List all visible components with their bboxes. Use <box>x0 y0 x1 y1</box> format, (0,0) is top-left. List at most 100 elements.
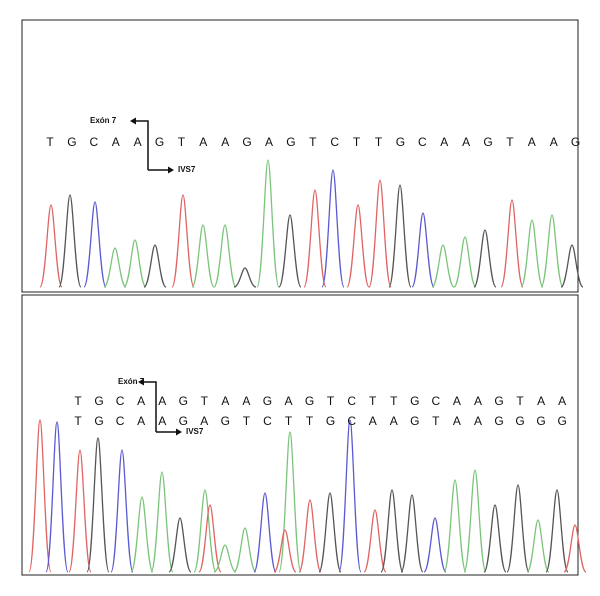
panel-frame <box>21 294 579 576</box>
base-letter: A <box>558 394 566 408</box>
base-letter: G <box>515 414 524 428</box>
trace-peak <box>453 236 477 288</box>
base-letter: A <box>137 414 145 428</box>
peaks-bottom <box>28 419 587 573</box>
base-letter: A <box>134 135 142 149</box>
base-letter: T <box>516 394 524 408</box>
base-letter: A <box>158 414 166 428</box>
trace-peak <box>278 431 302 573</box>
trace-peak <box>130 496 154 573</box>
base-letter: G <box>536 414 545 428</box>
base-letter: A <box>221 135 229 149</box>
trace-peak <box>423 517 447 573</box>
trace-peak <box>123 239 147 288</box>
base-letter: A <box>550 135 558 149</box>
trace-peak <box>86 437 110 573</box>
base-letter: T <box>243 414 251 428</box>
base-letter: A <box>137 394 145 408</box>
trace-peak <box>213 544 237 573</box>
trace-peak <box>368 179 392 288</box>
trace-peak <box>321 169 345 288</box>
trace-peak <box>500 199 524 288</box>
base-letter: G <box>242 135 251 149</box>
trace-peak <box>193 489 217 573</box>
trace-peak <box>191 224 215 288</box>
base-letter: A <box>474 414 482 428</box>
trace-peak <box>253 492 277 573</box>
base-letter: A <box>242 394 250 408</box>
base-letter: T <box>506 135 514 149</box>
trace-peak <box>563 524 587 573</box>
base-letter: A <box>528 135 536 149</box>
base-letter: T <box>74 394 82 408</box>
trace-peak <box>28 419 52 573</box>
base-letter: C <box>347 394 356 408</box>
trace-peak <box>213 224 237 288</box>
trace-peak <box>58 194 82 288</box>
base-letter: G <box>179 394 188 408</box>
trace-peak <box>278 214 302 288</box>
base-letter: A <box>453 394 461 408</box>
trace-peak <box>431 244 455 288</box>
base-letter: G <box>396 135 405 149</box>
exon-label: Exón 7 <box>118 377 145 386</box>
peaks-top <box>39 159 584 288</box>
base-letter: A <box>200 414 208 428</box>
base-letter: G <box>94 394 103 408</box>
trace-peak <box>83 201 107 288</box>
base-letter: C <box>89 135 98 149</box>
base-letter: G <box>494 394 503 408</box>
base-letter: G <box>410 394 419 408</box>
base-letter: T <box>46 135 54 149</box>
exon-arrow <box>134 120 149 170</box>
base-letter: C <box>116 414 125 428</box>
exon-arrow <box>142 381 157 432</box>
base-letter: C <box>347 414 356 428</box>
trace-peak <box>380 489 404 573</box>
trace-peak <box>150 471 174 573</box>
base-letter: G <box>494 414 503 428</box>
trace-peak <box>388 184 412 288</box>
trace-peak <box>473 229 497 288</box>
base-letter: G <box>286 135 295 149</box>
base-letter: G <box>263 394 272 408</box>
trace-peak <box>45 421 69 573</box>
base-letter: T <box>375 135 383 149</box>
base-letter: G <box>67 135 76 149</box>
trace-peak <box>560 244 584 288</box>
base-letter: G <box>221 414 230 428</box>
base-letter: G <box>179 414 188 428</box>
trace-peak <box>110 449 134 573</box>
exon-label: Exón 7 <box>90 116 117 125</box>
base-letter: G <box>155 135 164 149</box>
base-letter: C <box>432 394 441 408</box>
base-letter: T <box>432 414 440 428</box>
base-letter: G <box>94 414 103 428</box>
base-letter: T <box>390 394 398 408</box>
base-letter: G <box>483 135 492 149</box>
base-letter: A <box>112 135 120 149</box>
arrowhead <box>130 117 136 125</box>
trace-peak <box>318 492 342 573</box>
base-letter: C <box>330 135 339 149</box>
base-letter: C <box>418 135 427 149</box>
arrowhead <box>176 428 182 436</box>
base-letter: T <box>201 394 209 408</box>
base-letter: A <box>537 394 545 408</box>
trace-peak <box>483 504 507 573</box>
trace-peak <box>411 212 435 288</box>
base-letter: T <box>285 414 293 428</box>
intron-label: IVS7 <box>186 427 204 436</box>
base-letter: C <box>263 414 272 428</box>
base-letter: A <box>440 135 448 149</box>
base-letter: G <box>571 135 580 149</box>
trace-peak <box>39 204 63 288</box>
trace-peak <box>463 469 487 573</box>
base-letter: T <box>309 135 317 149</box>
trace-peak <box>443 479 467 573</box>
base-letter: A <box>265 135 273 149</box>
base-letter: T <box>327 394 335 408</box>
trace-peak <box>540 214 564 288</box>
base-letter: G <box>305 394 314 408</box>
